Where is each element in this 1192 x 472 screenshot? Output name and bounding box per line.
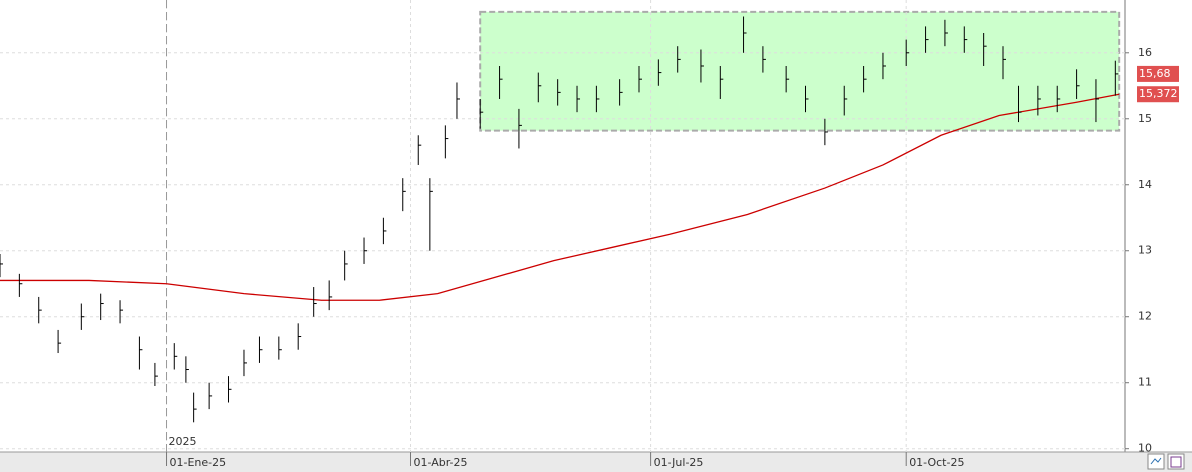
zoom-button[interactable] [1147,453,1165,470]
y-tick-label: 14 [1138,178,1152,191]
last-value-label: 15,68 [1139,67,1171,80]
y-tick-label: 16 [1138,46,1152,59]
last-value-box [1137,65,1179,82]
x-tick-label: 01-Oct-25 [909,456,964,469]
moving-average [0,93,1120,301]
zoom-icon [1150,457,1162,465]
last-value-label: 15,372 [1139,87,1178,100]
y-tick-label: 10 [1138,442,1152,455]
y-tick-label: 13 [1138,244,1152,257]
range-box [479,10,1121,132]
y-tick-label: 15 [1138,112,1152,125]
save-icon [1170,456,1182,468]
x-tick-label: 01-Ene-25 [170,456,227,469]
save-button[interactable] [1167,453,1185,470]
x-axis-bar [0,452,1192,472]
y-tick-label: 11 [1138,376,1152,389]
last-value-box [1137,86,1179,103]
x-tick-label: 01-Jul-25 [654,456,704,469]
year-label: 2025 [169,435,197,448]
y-tick-label: 12 [1138,310,1152,323]
x-tick-label: 01-Abr-25 [413,456,467,469]
